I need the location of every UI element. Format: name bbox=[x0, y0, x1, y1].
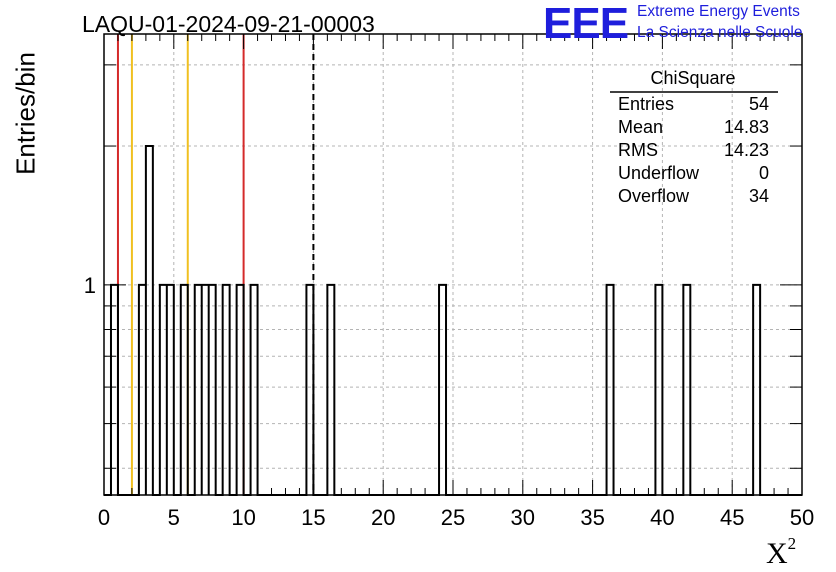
histogram-bin bbox=[160, 285, 167, 495]
stats-row-label: Overflow bbox=[618, 186, 690, 206]
histogram-bin bbox=[202, 285, 209, 495]
y-axis-label: Entries/bin bbox=[10, 52, 41, 175]
tick-labels: 0 5 10 15 20 25 30 35 40 45 50 1 bbox=[84, 273, 814, 530]
histogram-bin bbox=[607, 285, 614, 495]
histogram-bin bbox=[181, 285, 188, 495]
x-tick-label: 5 bbox=[168, 505, 180, 530]
stats-row-label: Mean bbox=[618, 117, 663, 137]
x-axis-label-superscript: 2 bbox=[787, 534, 797, 553]
histogram-bin bbox=[306, 285, 313, 495]
axis-ticks bbox=[103, 34, 803, 495]
eee-logo: EEE bbox=[543, 0, 629, 48]
x-tick-label: 35 bbox=[580, 505, 604, 530]
stats-row-value: 0 bbox=[759, 163, 769, 183]
stats-row-label: RMS bbox=[618, 140, 658, 160]
logo-subtitle-line2: La Scienza nelle Scuole bbox=[637, 24, 803, 41]
x-tick-label: 40 bbox=[650, 505, 674, 530]
stats-row-value: 14.23 bbox=[724, 140, 769, 160]
stats-title: ChiSquare bbox=[650, 68, 735, 88]
histogram-bin bbox=[251, 285, 258, 495]
histogram-bin bbox=[167, 285, 174, 495]
x-tick-label: 0 bbox=[98, 505, 110, 530]
x-tick-label: 15 bbox=[301, 505, 325, 530]
chart-title: LAQU-01-2024-09-21-00003 bbox=[82, 11, 375, 37]
histogram-bin bbox=[139, 285, 146, 495]
histogram-bin bbox=[655, 285, 662, 495]
histogram-bin bbox=[439, 285, 446, 495]
stats-row-label: Underflow bbox=[618, 163, 700, 183]
histogram-bin bbox=[146, 146, 153, 495]
x-axis-label-base: X bbox=[766, 537, 788, 570]
x-tick-label: 50 bbox=[790, 505, 814, 530]
x-tick-label: 45 bbox=[720, 505, 744, 530]
histogram-bin bbox=[223, 285, 230, 495]
histogram-bin bbox=[195, 285, 202, 495]
histogram-bin bbox=[327, 285, 334, 495]
x-tick-label: 20 bbox=[371, 505, 395, 530]
x-axis-label: X2 bbox=[766, 534, 796, 571]
y-tick-label: 1 bbox=[84, 273, 96, 298]
logo-subtitle-line1: Extreme Energy Events bbox=[637, 3, 800, 20]
stats-row-value: 34 bbox=[749, 186, 769, 206]
histogram-bin bbox=[683, 285, 690, 495]
histogram-bin bbox=[111, 285, 118, 495]
histogram-bin bbox=[237, 285, 244, 495]
x-tick-label: 25 bbox=[441, 505, 465, 530]
stats-box: ChiSquare Entries 54 Mean 14.83 RMS 14.23 Unde… bbox=[610, 68, 778, 206]
x-tick-label: 10 bbox=[231, 505, 255, 530]
stats-row-value: 54 bbox=[749, 94, 769, 114]
stats-row-value: 14.83 bbox=[724, 117, 769, 137]
stats-row-label: Entries bbox=[618, 94, 674, 114]
histogram-bin bbox=[753, 285, 760, 495]
x-tick-label: 30 bbox=[511, 505, 535, 530]
histogram-bin bbox=[209, 285, 216, 495]
